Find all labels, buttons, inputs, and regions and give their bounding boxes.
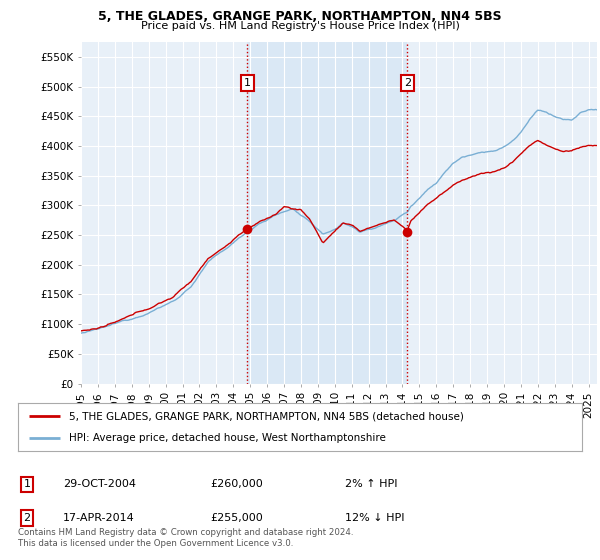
Text: HPI: Average price, detached house, West Northamptonshire: HPI: Average price, detached house, West… xyxy=(69,433,386,443)
Text: Price paid vs. HM Land Registry's House Price Index (HPI): Price paid vs. HM Land Registry's House … xyxy=(140,21,460,31)
Text: 1: 1 xyxy=(23,479,31,489)
Text: 1: 1 xyxy=(244,78,251,88)
Text: 2: 2 xyxy=(404,78,411,88)
Text: 5, THE GLADES, GRANGE PARK, NORTHAMPTON, NN4 5BS: 5, THE GLADES, GRANGE PARK, NORTHAMPTON,… xyxy=(98,10,502,23)
Text: 29-OCT-2004: 29-OCT-2004 xyxy=(63,479,136,489)
Text: 17-APR-2014: 17-APR-2014 xyxy=(63,513,135,523)
Text: 5, THE GLADES, GRANGE PARK, NORTHAMPTON, NN4 5BS (detached house): 5, THE GLADES, GRANGE PARK, NORTHAMPTON,… xyxy=(69,411,464,421)
Text: £260,000: £260,000 xyxy=(210,479,263,489)
Text: 12% ↓ HPI: 12% ↓ HPI xyxy=(345,513,404,523)
Bar xyxy=(247,42,407,384)
Text: 2: 2 xyxy=(23,513,31,523)
Text: £255,000: £255,000 xyxy=(210,513,263,523)
Text: Contains HM Land Registry data © Crown copyright and database right 2024.
This d: Contains HM Land Registry data © Crown c… xyxy=(18,528,353,548)
Text: 2% ↑ HPI: 2% ↑ HPI xyxy=(345,479,398,489)
